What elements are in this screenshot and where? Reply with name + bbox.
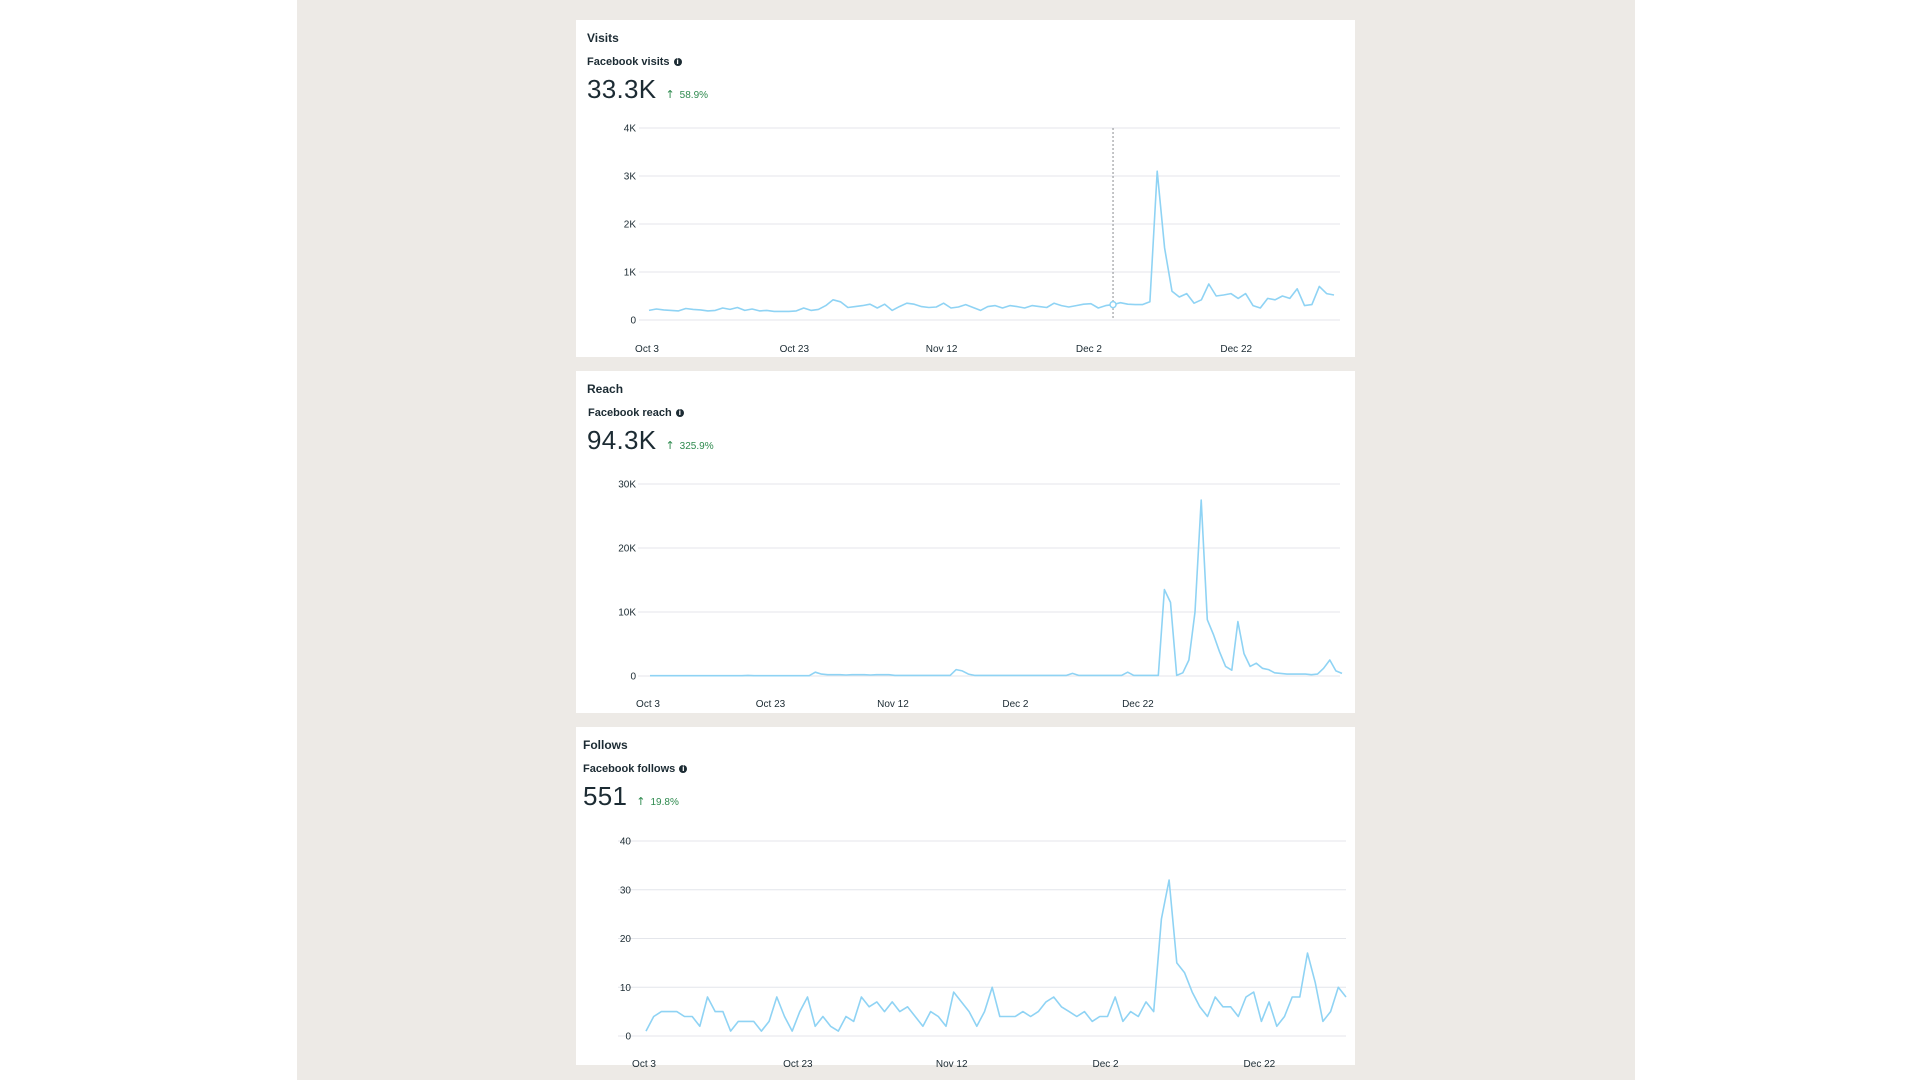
metric-label: Facebook visits: [587, 56, 670, 68]
x-tick-label: Dec 2: [1076, 344, 1103, 355]
metric-value-row: 33.3K ↑ 58.9%: [587, 74, 708, 105]
metric-change: ↑ 325.9%: [665, 439, 713, 452]
follows-chart[interactable]: 0 10 20 30 40 Oct 3 Oct 23 Nov 12 Dec 2 Dec 22: [576, 727, 1355, 1070]
metric-header: Facebook follows i: [583, 763, 688, 775]
metric-value: 94.3K: [587, 425, 657, 455]
x-tick-label: Dec 2: [1002, 699, 1029, 710]
metric-label: Facebook reach: [588, 407, 672, 419]
x-tick-label: Nov 12: [936, 1059, 968, 1070]
y-tick-label: 40: [620, 837, 632, 848]
y-tick-label: 10: [620, 983, 632, 994]
metric-label: Facebook follows: [583, 763, 676, 775]
info-icon[interactable]: i: [679, 765, 688, 773]
card-title: Visits: [587, 31, 619, 45]
visits-card: Visits Facebook visits i 33.3K ↑ 58.9% 0…: [576, 20, 1355, 357]
metric-change-value: 19.8%: [650, 797, 679, 808]
metric-change: ↑ 58.9%: [665, 88, 708, 101]
metric-value: 551: [583, 781, 628, 811]
x-tick-label: Dec 2: [1092, 1059, 1119, 1070]
x-tick-label: Oct 3: [632, 1059, 656, 1070]
x-tick-label: Dec 22: [1244, 1059, 1276, 1070]
y-tick-label: 20K: [618, 544, 636, 555]
y-tick-label: 2K: [624, 220, 637, 231]
y-tick-label: 0: [625, 1032, 631, 1043]
y-tick-label: 30K: [618, 480, 636, 491]
x-tick-label: Dec 22: [1122, 699, 1154, 710]
metric-value-row: 551 ↑ 19.8%: [583, 781, 679, 812]
follows-card: Follows Facebook follows i 551 ↑ 19.8% 0…: [576, 727, 1355, 1070]
y-tick-label: 30: [620, 885, 632, 896]
x-tick-label: Dec 22: [1220, 344, 1252, 355]
y-tick-label: 20: [620, 934, 632, 945]
metric-change-value: 325.9%: [679, 441, 714, 452]
info-icon[interactable]: i: [673, 58, 682, 66]
x-tick-label: Nov 12: [877, 699, 909, 710]
y-tick-label: 0: [630, 316, 636, 327]
reach-card: Reach Facebook reach i 94.3K ↑ 325.9% 0 1…: [576, 371, 1355, 713]
y-tick-label: 0: [630, 672, 636, 683]
metric-header: Facebook visits i: [587, 56, 682, 68]
hover-point: [1109, 300, 1117, 309]
y-tick-label: 1K: [624, 268, 637, 279]
arrow-up-icon: ↑: [665, 88, 675, 101]
x-tick-label: Oct 23: [756, 699, 786, 710]
arrow-up-icon: ↑: [636, 795, 646, 808]
series-line: [650, 499, 1343, 677]
metric-change: ↑ 19.8%: [636, 795, 679, 808]
metric-value-row: 94.3K ↑ 325.9%: [587, 425, 714, 456]
card-title: Follows: [583, 738, 628, 752]
x-tick-label: Oct 3: [635, 344, 659, 355]
series-line: [645, 879, 1347, 1032]
metric-header: Facebook reach i: [588, 407, 684, 419]
x-tick-label: Oct 23: [783, 1059, 813, 1070]
y-tick-label: 10K: [618, 608, 636, 619]
visits-chart[interactable]: 0 1K 2K 3K 4K Oct 3 Oct 23 Nov 12 Dec 2 Dec 22: [576, 20, 1355, 357]
x-tick-label: Nov 12: [926, 344, 958, 355]
arrow-up-icon: ↑: [665, 439, 675, 452]
x-tick-label: Oct 23: [780, 344, 810, 355]
info-icon[interactable]: i: [675, 409, 684, 417]
metric-value: 33.3K: [587, 74, 657, 104]
reach-chart[interactable]: 0 10K 20K 30K Oct 3 Oct 23 Nov 12 Dec 2 Dec 22: [576, 371, 1355, 713]
y-tick-label: 3K: [624, 172, 637, 183]
metric-change-value: 58.9%: [679, 90, 709, 101]
series-line: [648, 170, 1335, 313]
x-tick-label: Oct 3: [636, 699, 660, 710]
card-title: Reach: [587, 382, 624, 396]
y-tick-label: 4K: [624, 124, 637, 135]
